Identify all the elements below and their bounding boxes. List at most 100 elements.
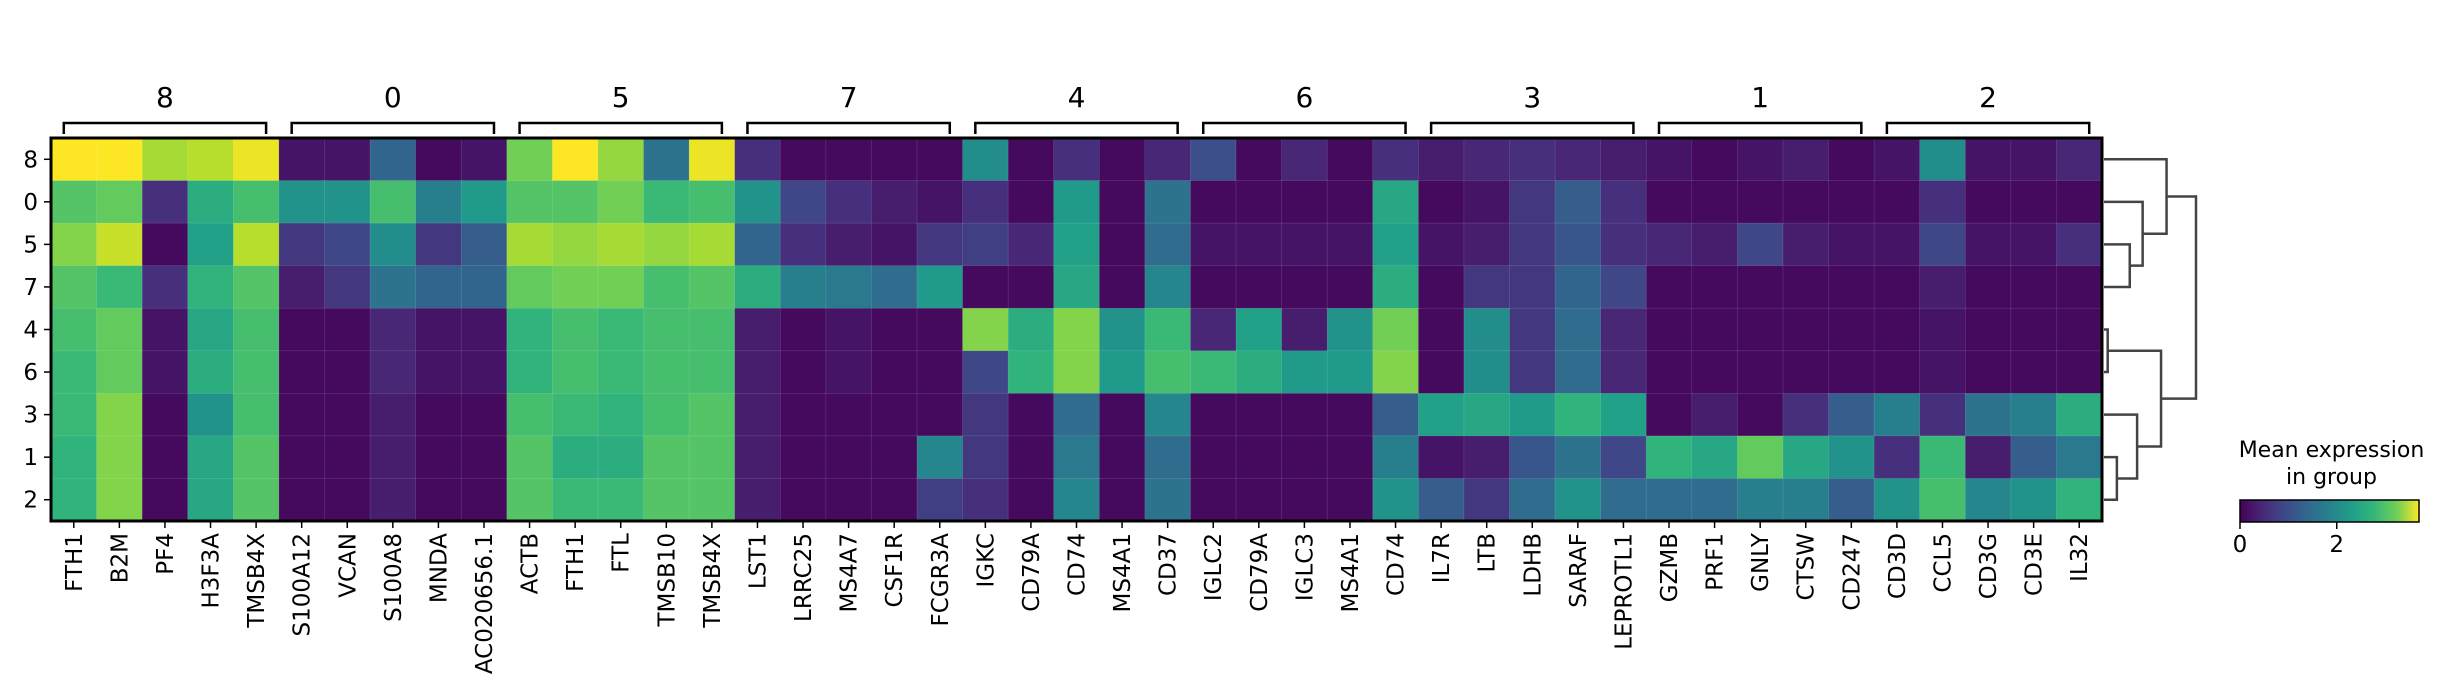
- heatmap-cell: [415, 222, 463, 267]
- heatmap-cell: [369, 393, 417, 437]
- heatmap-cell: [50, 350, 98, 395]
- heatmap-cell: [233, 435, 280, 480]
- heatmap-cell: [1053, 265, 1101, 310]
- heatmap-cell: [552, 180, 599, 224]
- heatmap-cell: [2056, 478, 2103, 522]
- heatmap-cell: [871, 137, 918, 182]
- heatmap-cell: [1691, 478, 1739, 522]
- heatmap-cell: [187, 137, 235, 182]
- colorbar-gradient: [2239, 499, 2420, 523]
- heatmap-cell: [1964, 435, 2012, 480]
- heatmap-cell: [1919, 307, 1967, 352]
- heatmap-cell: [552, 137, 599, 182]
- heatmap-cell: [1737, 435, 1784, 480]
- heatmap-cell: [1190, 393, 1237, 437]
- heatmap-cell: [1463, 393, 1511, 437]
- column-label: CD37: [1156, 533, 1182, 596]
- heatmap-cell: [1144, 350, 1192, 395]
- heatmap-cell: [1098, 478, 1146, 522]
- heatmap-cell: [1828, 307, 1875, 352]
- column-label: CD74: [1065, 533, 1091, 596]
- column-label: IL7R: [1429, 533, 1455, 583]
- row-label: 5: [23, 232, 38, 258]
- heatmap-cell: [506, 307, 554, 352]
- group-bracket: [518, 121, 724, 134]
- heatmap-cell: [597, 350, 645, 395]
- heatmap-cell: [916, 393, 964, 437]
- heatmap-cell: [1691, 180, 1739, 224]
- heatmap-cell: [1463, 180, 1511, 224]
- dendrogram-link: [2104, 413, 2139, 480]
- heatmap-cell: [597, 393, 645, 437]
- heatmap-cell: [688, 180, 736, 224]
- heatmap-cell: [1053, 307, 1101, 352]
- heatmap-cell: [1964, 265, 2012, 310]
- heatmap-cell: [825, 307, 873, 352]
- heatmap-cell: [962, 350, 1009, 395]
- heatmap-cell: [643, 307, 690, 352]
- heatmap-cell: [825, 137, 873, 182]
- heatmap-cell: [1053, 393, 1101, 437]
- column-label: TMSB4X: [244, 533, 270, 629]
- heatmap-cell: [1007, 222, 1055, 267]
- heatmap-cell: [1919, 435, 1967, 480]
- heatmap-cell: [1600, 393, 1648, 437]
- heatmap-cell: [1098, 180, 1146, 224]
- heatmap-cell: [1007, 180, 1055, 224]
- group-bracket: [1429, 121, 1635, 134]
- heatmap-cell: [552, 222, 599, 267]
- column-label: LTB: [1475, 533, 1501, 572]
- heatmap-cell: [369, 350, 417, 395]
- heatmap-cell: [415, 137, 463, 182]
- heatmap-cell: [916, 307, 964, 352]
- heatmap-cell: [1737, 307, 1784, 352]
- group-brackets: 8 0 5 7 4 6 3 1 2: [62, 81, 2091, 134]
- heatmap-cell: [1782, 180, 1830, 224]
- heatmap-cell: [1509, 307, 1556, 352]
- heatmap-cell: [1144, 307, 1192, 352]
- column-label: IGLC3: [1292, 533, 1318, 601]
- heatmap-cell: [1235, 350, 1283, 395]
- heatmap-cell: [233, 393, 280, 437]
- group-label: 3: [1523, 81, 1541, 114]
- heatmap-cell: [96, 393, 143, 437]
- heatmap-cell: [1007, 435, 1055, 480]
- heatmap-cell: [1964, 222, 2012, 267]
- heatmap-cell: [96, 350, 143, 395]
- heatmap-cell: [1873, 435, 1921, 480]
- heatmap-cell: [1463, 478, 1511, 522]
- heatmap-cell: [1509, 137, 1556, 182]
- heatmap-cell: [324, 478, 371, 522]
- column-label: ACTB: [518, 533, 544, 594]
- heatmap-cell: [1737, 393, 1784, 437]
- column-label: CD79A: [1019, 533, 1045, 612]
- heatmap-cell: [1554, 393, 1602, 437]
- heatmap-cell: [1326, 180, 1374, 224]
- heatmap-cell: [1144, 393, 1192, 437]
- heatmap-cell: [1600, 180, 1648, 224]
- heatmap-cell: [1554, 307, 1602, 352]
- heatmap-cell: [506, 137, 554, 182]
- heatmap-cell: [1964, 180, 2012, 224]
- heatmap-cell: [962, 137, 1009, 182]
- heatmap-cell: [141, 307, 189, 352]
- heatmap-cell: [916, 180, 964, 224]
- heatmap-cell: [643, 137, 690, 182]
- heatmap-cell: [1326, 222, 1374, 267]
- column-label: MS4A1: [1110, 533, 1136, 612]
- heatmap-cell: [1691, 435, 1739, 480]
- heatmap-cell: [233, 137, 280, 182]
- heatmap-cell: [643, 478, 690, 522]
- heatmap-cell: [643, 393, 690, 437]
- heatmap-cell: [506, 180, 554, 224]
- heatmap-cell: [1235, 180, 1283, 224]
- heatmap-cell: [1554, 265, 1602, 310]
- heatmap-cell: [1782, 393, 1830, 437]
- heatmap-cell: [1509, 265, 1556, 310]
- heatmap-cell: [597, 307, 645, 352]
- column-label: LDHB: [1520, 533, 1546, 597]
- heatmap-cell: [1737, 265, 1784, 310]
- heatmap-cell: [415, 350, 463, 395]
- heatmap-cell: [460, 180, 508, 224]
